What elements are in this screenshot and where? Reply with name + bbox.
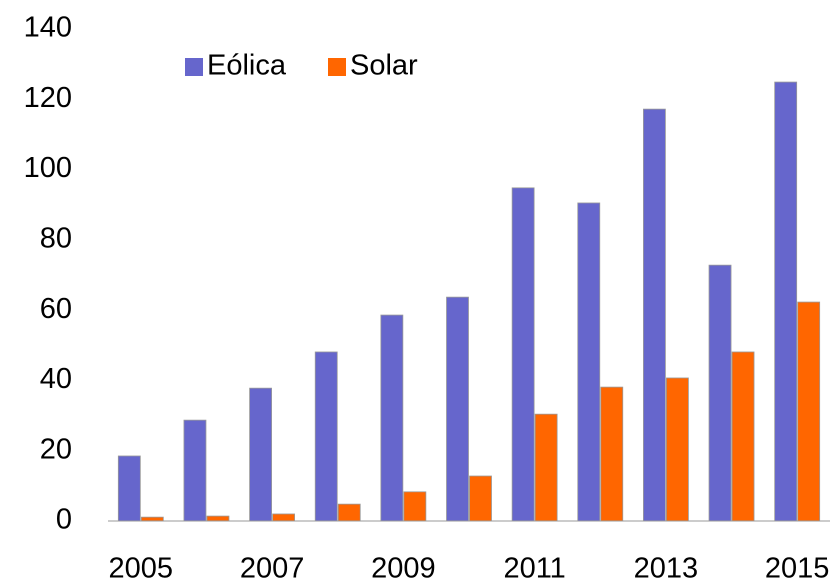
x-tick-label: 2013 bbox=[634, 553, 699, 585]
x-tick-label: 2007 bbox=[240, 553, 305, 585]
bar bbox=[117, 455, 141, 522]
bar bbox=[797, 301, 821, 522]
legend-label: Eólica bbox=[207, 50, 287, 82]
y-tick-label: 0 bbox=[56, 504, 72, 536]
bar bbox=[183, 419, 207, 522]
bar bbox=[140, 516, 164, 522]
y-tick-label: 80 bbox=[40, 223, 72, 255]
y-tick-label: 40 bbox=[40, 363, 72, 395]
x-tick-label: 2009 bbox=[371, 553, 436, 585]
bar bbox=[446, 296, 469, 522]
bar bbox=[643, 108, 666, 522]
bar bbox=[577, 202, 601, 522]
bar bbox=[731, 351, 755, 522]
bar bbox=[337, 503, 361, 522]
bar bbox=[666, 377, 689, 522]
y-tick-label: 100 bbox=[24, 152, 72, 184]
legend-swatch bbox=[328, 58, 346, 76]
bar bbox=[380, 314, 404, 522]
bar bbox=[314, 351, 338, 522]
bar bbox=[206, 515, 230, 522]
bar bbox=[774, 81, 798, 522]
x-tick-label: 2005 bbox=[109, 553, 174, 585]
y-tick-label: 60 bbox=[40, 293, 72, 325]
bar bbox=[534, 413, 558, 522]
bar bbox=[511, 187, 535, 522]
legend-label: Solar bbox=[350, 50, 418, 82]
bar bbox=[600, 386, 624, 522]
x-tick-label: 2015 bbox=[765, 553, 830, 585]
y-tick-label: 120 bbox=[24, 82, 72, 114]
bar bbox=[272, 513, 295, 522]
bar bbox=[249, 387, 272, 522]
x-tick-label: 2011 bbox=[503, 553, 565, 585]
bar bbox=[708, 264, 732, 522]
y-tick-label: 140 bbox=[24, 12, 72, 44]
bar bbox=[403, 491, 427, 522]
bar bbox=[469, 475, 492, 522]
legend-swatch bbox=[185, 58, 203, 76]
y-tick-label: 20 bbox=[40, 433, 72, 465]
